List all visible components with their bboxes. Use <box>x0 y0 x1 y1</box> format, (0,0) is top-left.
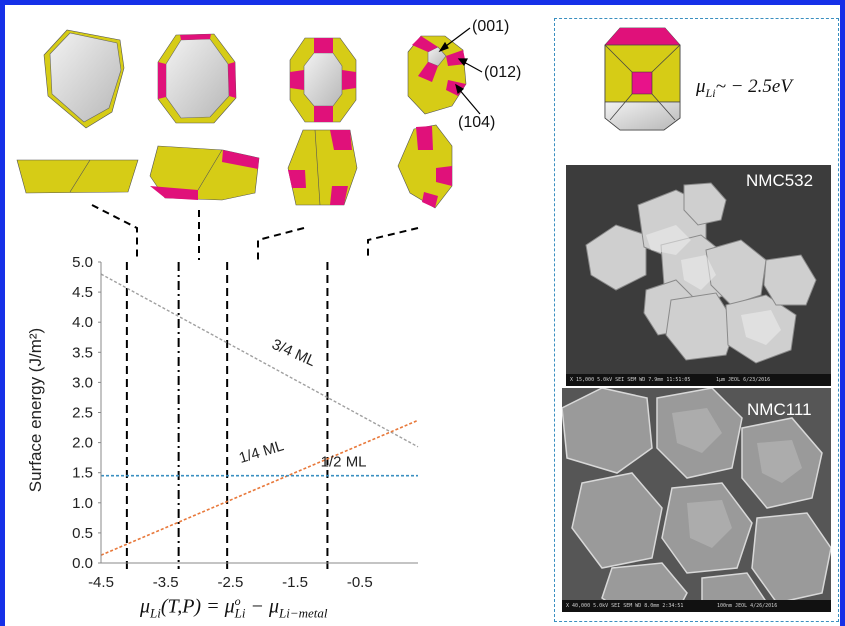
shape-leaders <box>91 204 419 260</box>
series-line-1 <box>100 273 419 448</box>
x-label-sub: Li <box>150 605 161 621</box>
mu-value: ~ − 2.5eV <box>715 76 792 97</box>
sem-info-text-532: X 15,000 5.0kV SEI SEM WD 7.9mm 11:51:05 <box>570 377 691 383</box>
surface-energy-chart: 3/4 ML 1/4 ML 1/2 ML 0.0 0.5 1.0 1.5 2.0 2.5 3.0… <box>72 254 419 591</box>
y-tick-label: 5.0 <box>72 254 93 271</box>
x-label-sub2: Li <box>234 605 246 621</box>
x-tick-label: -0.5 <box>347 574 373 591</box>
y-tick-label: 4.5 <box>72 284 93 301</box>
y-tick-label: 0.0 <box>72 555 93 572</box>
crystal-shape-ref <box>604 27 681 131</box>
series-label-3: 1/2 ML <box>321 454 367 471</box>
right-panel <box>554 18 839 622</box>
y-tick-label: 4.0 <box>72 314 93 331</box>
mu-annotation: μLi~ − 2.5eV <box>696 76 792 101</box>
sem-info-text-111: X 40,000 5.0kV SEI SEM WD 8.0mm 2:34:51 <box>566 603 684 609</box>
mu-symbol: μ <box>696 76 706 97</box>
x-tick-label: -2.5 <box>217 574 243 591</box>
x-label-mu: μ <box>140 595 151 618</box>
sem-scale-text-111: 100nm JEOL 4/26/2016 <box>717 603 778 609</box>
sem-label-nmc532: NMC532 <box>746 171 814 190</box>
mu-subscript: Li <box>705 85 716 100</box>
x-tick-label: -3.5 <box>153 574 179 591</box>
crystal-shape-8 <box>397 124 453 209</box>
x-label-rest: (T,P) = μ <box>160 595 235 618</box>
sem-info-bar-532: X 15,000 5.0kV SEI SEM WD 7.9mm 11:51:05… <box>566 374 831 386</box>
x-tick-label: -4.5 <box>88 574 114 591</box>
facet-arrows <box>438 27 483 115</box>
label-001: (001) <box>472 18 510 35</box>
crystal-shape-3 <box>289 37 357 123</box>
y-tick-label: 2.0 <box>72 435 93 452</box>
series-label-2: 1/4 ML <box>237 437 286 467</box>
series-label-1: 3/4 ML <box>269 336 318 370</box>
y-tick-label: 1.0 <box>72 495 93 512</box>
crystal-shape-6 <box>149 145 260 201</box>
x-label-sup2: o <box>234 594 241 608</box>
y-tick-label: 2.5 <box>72 405 93 422</box>
crystal-shape-7 <box>287 129 358 206</box>
sem-particles-532 <box>566 165 831 386</box>
y-tick-label: 0.5 <box>72 525 93 542</box>
crystal-shape-5 <box>16 159 139 194</box>
crystal-shape-1 <box>43 29 125 129</box>
sem-image-nmc111: NMC111 X 40,000 5.0kV SEI SEM WD 8.0mm 2… <box>562 388 831 612</box>
label-104: (104) <box>458 114 496 131</box>
crystal-shape-2 <box>157 33 237 124</box>
sem-label-nmc111: NMC111 <box>747 400 812 419</box>
x-tick-label: -1.5 <box>282 574 308 591</box>
sem-particles-111 <box>562 388 831 612</box>
x-label-sub3: Li−metal <box>279 605 328 621</box>
y-axis-label: Surface energy (J/m²) <box>26 327 45 493</box>
x-axis-label: μLi(T,P) = μoLi − μLi−metal <box>140 594 328 622</box>
sem-image-nmc532: NMC532 X 15,000 5.0kV SEI SEM WD 7.9mm 1… <box>566 165 831 386</box>
sem-info-bar-111: X 40,000 5.0kV SEI SEM WD 8.0mm 2:34:51 … <box>562 600 831 612</box>
y-tick-label: 3.5 <box>72 344 93 361</box>
crystal-shape-4 <box>407 35 467 115</box>
label-012: (012) <box>484 64 522 81</box>
x-label-minus: − μ <box>245 595 279 618</box>
y-tick-label: 1.5 <box>72 465 93 482</box>
y-tick-label: 3.0 <box>72 374 93 391</box>
sem-scale-text-532: 1μm JEOL 6/23/2016 <box>716 377 771 383</box>
series-line-2 <box>100 419 419 556</box>
